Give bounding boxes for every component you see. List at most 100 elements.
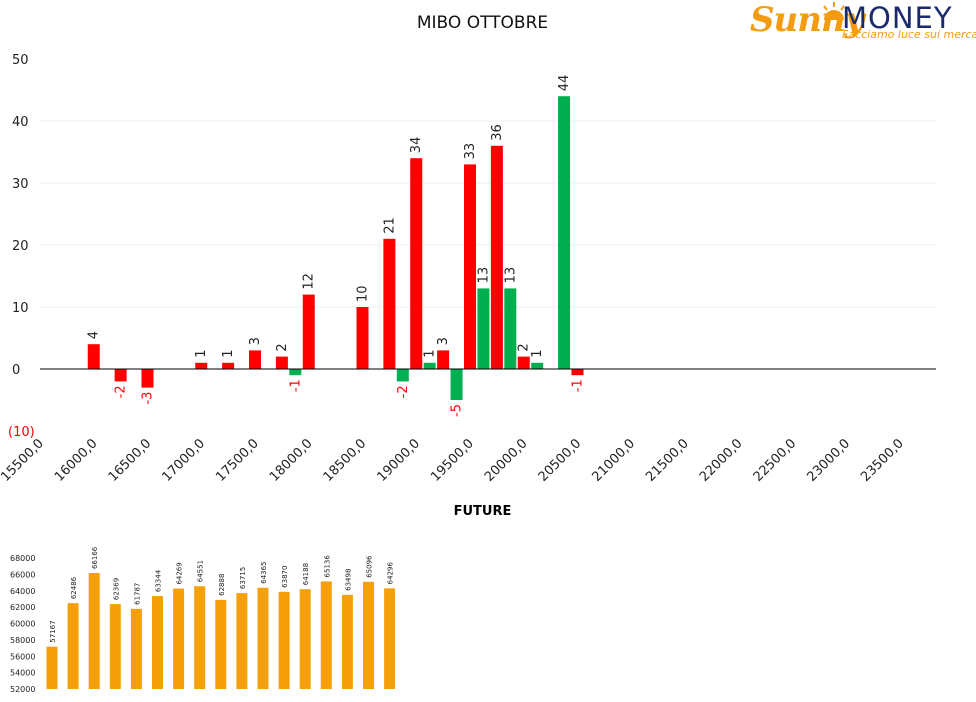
logo-script: Sunny xyxy=(750,0,864,40)
data-label: 2 xyxy=(275,343,290,351)
data-label: 12 xyxy=(302,273,317,290)
future-chart-title: FUTURE xyxy=(453,504,512,519)
future-bar xyxy=(109,604,121,689)
data-label: 44 xyxy=(557,75,572,92)
x-tick-label: 17000,0 xyxy=(159,436,208,485)
future-bar xyxy=(257,587,269,689)
bar xyxy=(517,356,530,369)
bar xyxy=(410,158,423,369)
future-bar xyxy=(67,603,79,689)
future-bar xyxy=(384,588,396,689)
x-tick-label: 16000,0 xyxy=(52,436,101,485)
y-tick-label: 0 xyxy=(12,363,20,378)
future-bar xyxy=(236,593,248,689)
bar xyxy=(558,96,571,369)
future-bar xyxy=(130,608,142,689)
future-y-tick-label: 62000 xyxy=(10,603,35,612)
sunny-money-logo: Sunny MONEY Facciamo luce sui mercati xyxy=(748,0,976,46)
bar xyxy=(302,294,315,369)
data-label: -2 xyxy=(114,385,129,398)
x-tick-label: 21000,0 xyxy=(589,436,638,485)
data-label: 1 xyxy=(423,350,438,358)
bar xyxy=(141,369,154,388)
data-label: 1 xyxy=(221,350,236,358)
bar xyxy=(356,307,369,369)
y-tick-label: 20 xyxy=(12,239,29,254)
x-tick-label: 19000,0 xyxy=(374,436,423,485)
logo-tagline: Facciamo luce sui mercati xyxy=(842,28,976,41)
future-bar xyxy=(194,586,206,689)
future-data-label: 63715 xyxy=(239,567,247,589)
future-y-tick-label: 66000 xyxy=(10,570,35,579)
bar xyxy=(275,356,288,369)
data-label: 10 xyxy=(356,285,371,302)
bar xyxy=(571,369,584,376)
x-tick-label: 20000,0 xyxy=(482,436,531,485)
logo-money: MONEY xyxy=(842,1,953,35)
bar xyxy=(249,350,261,369)
future-data-label: 66166 xyxy=(91,546,99,569)
data-label: 33 xyxy=(463,143,478,160)
sun-icon xyxy=(823,2,845,20)
future-data-label: 63344 xyxy=(155,569,163,592)
data-label: 13 xyxy=(476,267,491,284)
x-tick-label: 20500,0 xyxy=(536,436,585,485)
bar xyxy=(423,362,436,369)
bar xyxy=(195,362,208,369)
data-label: -2 xyxy=(396,385,411,398)
data-label: 13 xyxy=(503,267,518,284)
future-y-tick-label: 56000 xyxy=(10,652,35,661)
x-tick-label: 18000,0 xyxy=(267,436,316,485)
future-bar xyxy=(88,573,100,689)
bar xyxy=(504,288,517,369)
future-data-label: 64296 xyxy=(387,562,395,585)
bar xyxy=(289,369,302,376)
bar xyxy=(477,288,490,369)
data-label: -1 xyxy=(288,379,303,392)
x-tick-label: 21500,0 xyxy=(643,436,692,485)
data-label: -1 xyxy=(571,379,586,392)
x-tick-label: 19500,0 xyxy=(428,436,477,485)
bar xyxy=(437,350,450,369)
future-bar xyxy=(341,594,353,689)
y-tick-label: 50 xyxy=(12,53,29,68)
data-label: 3 xyxy=(436,337,451,345)
future-data-label: 65136 xyxy=(323,555,331,578)
x-tick-label: 22500,0 xyxy=(751,436,800,485)
future-data-label: 63870 xyxy=(281,566,289,588)
future-data-label: 65096 xyxy=(366,555,374,578)
bar xyxy=(450,369,463,400)
future-data-label: 62369 xyxy=(112,578,120,600)
y-tick-label: 10 xyxy=(12,301,29,316)
future-data-label: 57167 xyxy=(49,620,57,642)
x-tick-label: 22000,0 xyxy=(697,436,746,485)
data-label: 1 xyxy=(530,350,545,358)
future-y-tick-label: 54000 xyxy=(10,669,35,678)
data-label: -5 xyxy=(450,404,465,417)
future-bar xyxy=(46,646,58,689)
future-data-label: 64269 xyxy=(176,562,184,584)
future-bar xyxy=(152,596,163,689)
future-y-tick-label: 64000 xyxy=(10,587,35,596)
data-label: 3 xyxy=(248,337,263,345)
future-data-label: 61787 xyxy=(133,583,141,605)
future-bar xyxy=(173,588,185,689)
x-tick-label: 18500,0 xyxy=(321,436,370,485)
future-data-label: 64551 xyxy=(197,560,205,582)
future-bar xyxy=(215,599,227,689)
future-y-tick-label: 52000 xyxy=(10,685,35,694)
future-data-label: 62888 xyxy=(218,574,226,596)
bar xyxy=(383,238,396,369)
data-label: 4 xyxy=(87,331,102,339)
x-tick-label: 23500,0 xyxy=(858,436,907,485)
x-tick-label: 23000,0 xyxy=(804,436,853,485)
data-label: 34 xyxy=(409,137,424,154)
data-label: 21 xyxy=(382,217,397,234)
data-label: 2 xyxy=(517,343,532,351)
x-tick-label: 17500,0 xyxy=(213,436,262,485)
future-bar xyxy=(363,581,374,689)
bar xyxy=(87,344,100,369)
x-tick-label: 15500,0 xyxy=(0,436,47,485)
y-tick-label: 30 xyxy=(12,177,29,192)
